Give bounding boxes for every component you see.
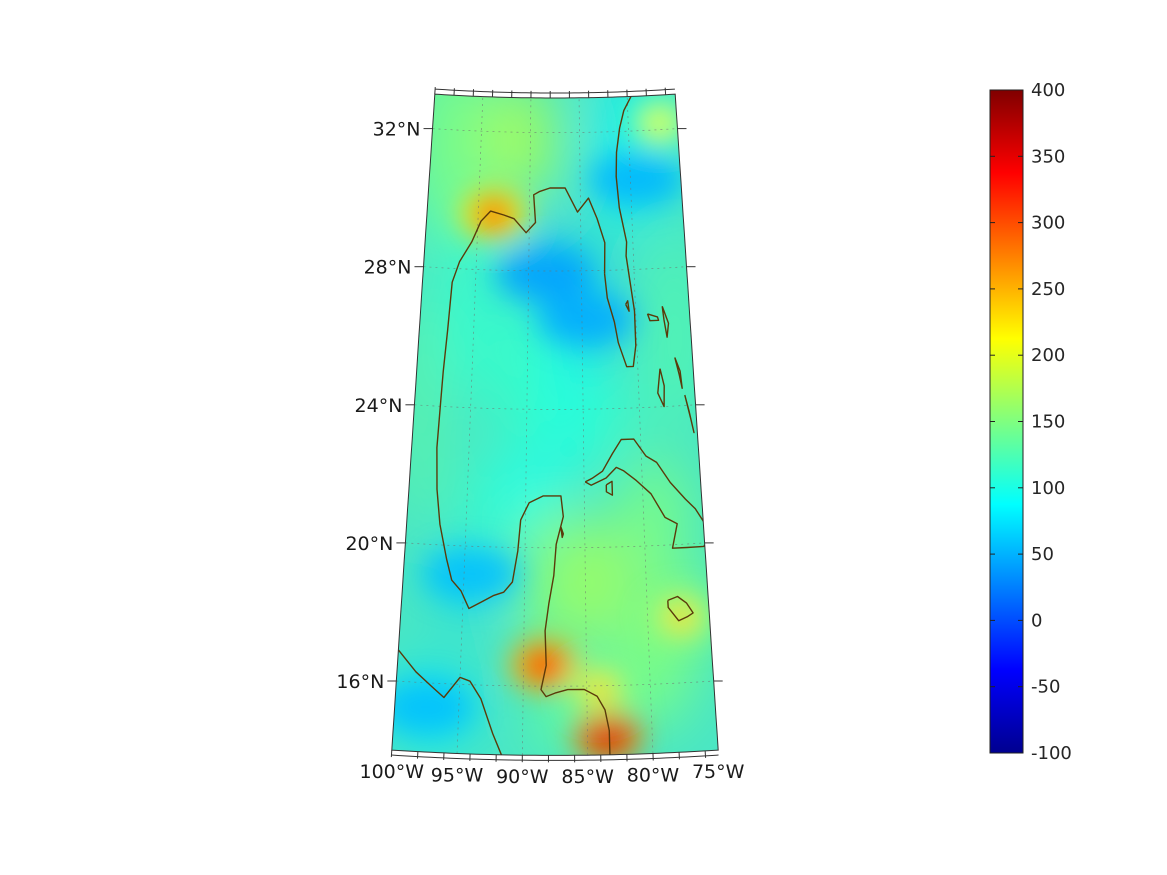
parallel-line [423,266,687,272]
colorbar-tick-label: -50 [1031,677,1060,698]
field-patch [574,519,633,645]
colorbar: 400 350 300 250 200 150 100 50 0 -50 -100 [989,80,1072,764]
coastline [603,96,637,368]
value-field [391,94,719,756]
coastlines [397,96,714,756]
colorbar-tick-label: 400 [1031,80,1065,101]
field-patch [485,94,556,202]
field-local-extremes [391,96,716,756]
colorbar-tick-label: 200 [1031,345,1065,366]
frame-outer-top [435,88,675,94]
latitude-label: 32°N [373,119,421,141]
parallel-line [405,542,705,549]
colorbar-tick-label: 50 [1031,544,1054,565]
parallel-line [396,680,714,687]
map-frame [387,87,723,763]
colorbar-tick-label: -100 [1031,743,1072,764]
lowspot [538,293,635,346]
lowspot [391,680,474,733]
coastline [661,306,670,338]
colorbar-tick-label: 0 [1031,610,1042,631]
meridian-line [456,96,484,754]
colorbar-tick-label: 150 [1031,412,1065,433]
coastline [657,368,665,408]
colorbar-tick-label: 100 [1031,478,1065,499]
longitude-label: 75°W [692,761,745,783]
latitude-label: 28°N [364,257,412,279]
field-patch [525,499,585,666]
latitude-label: 16°N [336,671,384,693]
coastline [625,300,630,312]
coastline [684,394,695,434]
coastline [436,187,611,755]
latitude-labels: 32°N 28°N 24°N 20°N 16°N [336,119,420,693]
longitude-label: 90°W [496,766,549,788]
hotspot [590,721,627,754]
meridian-line [521,97,532,756]
longitude-label: 85°W [561,766,614,788]
lowspot [588,153,685,206]
longitude-label: 95°W [431,764,484,786]
colorbar-tick-label: 300 [1031,213,1065,234]
meridian-line [626,96,654,754]
hotspot [525,649,562,682]
colorbar-tick-label: 350 [1031,146,1065,167]
longitude-label: 100°W [360,761,425,783]
coastline [605,480,614,496]
coastline [667,595,694,622]
longitude-labels: 100°W 95°W 90°W 85°W 80°W 75°W [360,761,745,788]
colorbar-gradient [989,89,1024,754]
parallel-line [414,404,696,410]
hotspot [581,673,618,706]
frame-inner [391,93,719,756]
colorbar-ticks: 400 350 300 250 200 150 100 50 0 -50 -100 [990,80,1072,764]
frame-outer-bottom [391,754,719,761]
hotspot [641,106,678,139]
colorbar-tick-label: 250 [1031,279,1065,300]
field-patch [620,455,691,581]
latitude-label: 20°N [345,533,393,555]
hotspot [475,198,512,231]
lowspot [496,248,593,301]
field-patch [655,233,695,441]
longitude-label: 80°W [627,764,680,786]
coastline [646,313,660,322]
coastline [674,357,683,389]
coastline [560,526,564,539]
field-patch [443,200,496,408]
lowspot [423,547,520,600]
latitude-label: 24°N [355,395,403,417]
coastline [397,649,503,756]
field-patch [591,374,632,458]
parallel-line [432,128,678,133]
